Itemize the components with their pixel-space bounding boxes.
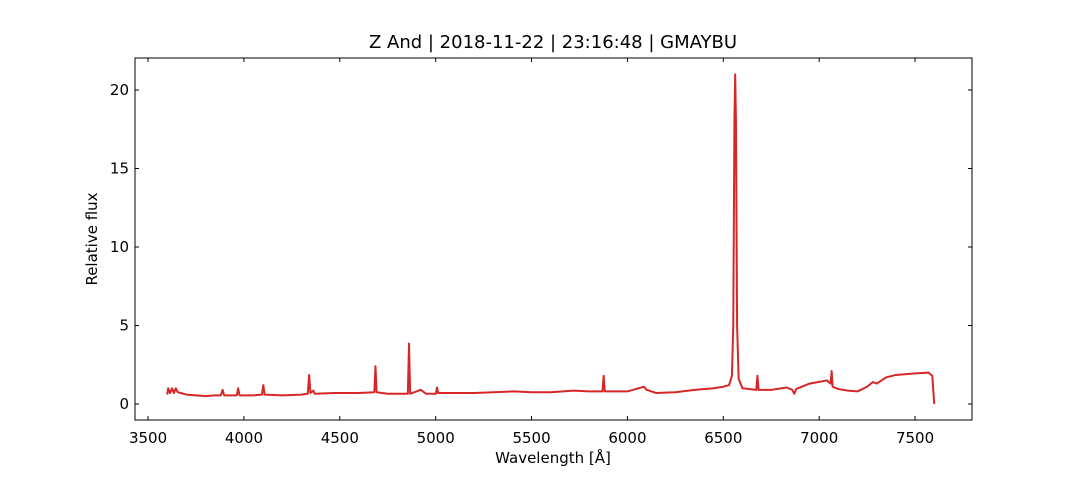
chart-title: Z And | 2018-11-22 | 23:16:48 | GMAYBU (369, 32, 737, 53)
x-tick-label: 6000 (608, 429, 646, 447)
x-axis-label: Wavelength [Å] (495, 448, 611, 467)
x-tick-label: 4500 (321, 429, 359, 447)
y-tick-label: 5 (119, 316, 129, 334)
x-tick-label: 4000 (225, 429, 263, 447)
y-tick-label: 20 (110, 81, 129, 99)
plot-frame (134, 57, 973, 421)
y-tick-label: 15 (110, 160, 129, 178)
y-tick-label: 0 (119, 395, 129, 413)
x-tick-label: 7500 (896, 429, 934, 447)
spectrum-line (166, 73, 936, 405)
y-axis-label: Relative flux (83, 192, 101, 285)
y-tick-label: 10 (110, 238, 129, 256)
x-tick-label: 7000 (800, 429, 838, 447)
x-tick-label: 5000 (417, 429, 455, 447)
x-tick-label: 6500 (704, 429, 742, 447)
x-tick-label: 5500 (512, 429, 550, 447)
x-tick-label: 3500 (129, 429, 167, 447)
